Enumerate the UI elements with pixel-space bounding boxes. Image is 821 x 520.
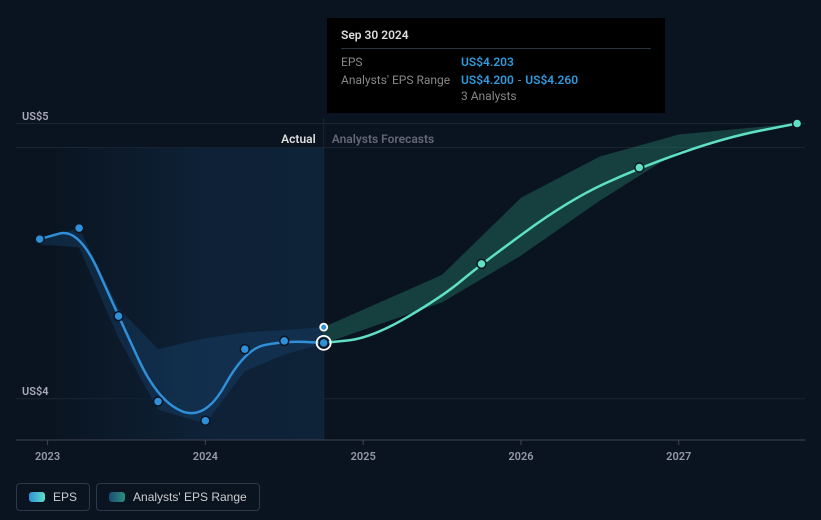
- tooltip-range: US$4.200-US$4.260: [461, 73, 578, 87]
- legend-swatch: [29, 492, 45, 502]
- x-axis-tick-label: 2024: [193, 450, 218, 463]
- legend-item-range[interactable]: Analysts' EPS Range: [96, 483, 260, 511]
- chart-svg: [16, 118, 805, 440]
- chart-legend: EPS Analysts' EPS Range: [16, 483, 260, 511]
- tooltip-range-high: US$4.260: [525, 73, 578, 87]
- x-axis-tick-label: 2027: [666, 450, 691, 463]
- x-axis-tick-label: 2025: [351, 450, 376, 463]
- tooltip-value: US$4.203: [461, 55, 514, 69]
- tooltip-range-low: US$4.200: [461, 73, 514, 87]
- tooltip-label: Analysts' EPS Range: [341, 73, 461, 87]
- legend-item-eps[interactable]: EPS: [16, 483, 90, 511]
- tooltip-range-sep: -: [518, 73, 521, 87]
- x-axis-tick-label: 2026: [508, 450, 533, 463]
- actual-section-label: Actual: [16, 132, 316, 146]
- tooltip-label: EPS: [341, 55, 461, 69]
- tooltip-date: Sep 30 2024: [341, 28, 651, 49]
- tooltip-row-range: Analysts' EPS Range US$4.200-US$4.260: [341, 71, 651, 89]
- legend-label: EPS: [53, 490, 77, 504]
- y-axis-tick-label: US$5: [22, 110, 49, 123]
- tooltip-sub: 3 Analysts: [461, 89, 651, 103]
- chart-tooltip: Sep 30 2024 EPS US$4.203 Analysts' EPS R…: [327, 18, 665, 113]
- y-axis-tick-label: US$4: [22, 385, 49, 398]
- eps-chart[interactable]: US$5US$4 20232024202520262027 ActualAnal…: [16, 118, 805, 440]
- x-axis-tick-label: 2023: [35, 450, 60, 463]
- tooltip-row-eps: EPS US$4.203: [341, 53, 651, 71]
- legend-label: Analysts' EPS Range: [133, 490, 247, 504]
- forecast-section-label: Analysts Forecasts: [332, 132, 434, 146]
- legend-swatch: [109, 492, 125, 502]
